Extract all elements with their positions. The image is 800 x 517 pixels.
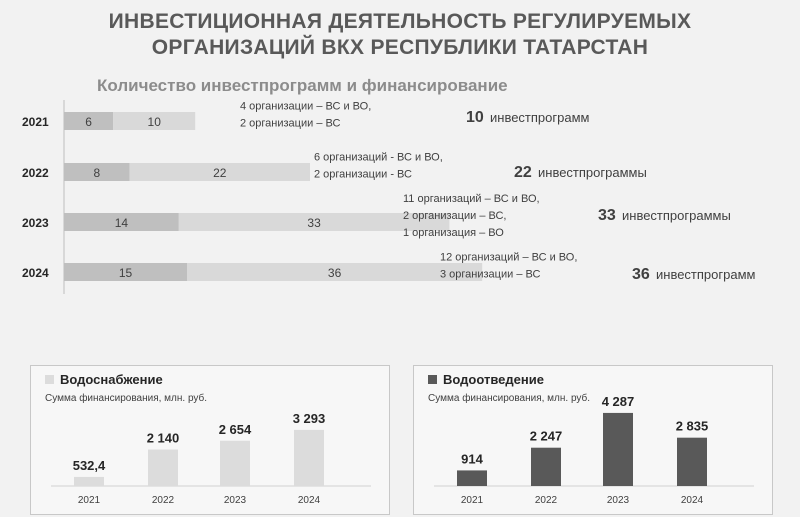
water-supply-bar-2022: [148, 449, 178, 486]
bar-value-2021-2: 10: [148, 115, 162, 129]
wastewater-value-2024: 2 835: [676, 419, 709, 434]
bar-segment-2022-2: [129, 163, 310, 181]
water-supply-xtick-2023: 2023: [224, 495, 247, 506]
water-supply-xtick-2021: 2021: [78, 495, 101, 506]
bar-segment-2022-1: [64, 163, 130, 181]
water-supply-bar-2021: [74, 476, 104, 486]
org-note-2023-1: 11 организаций – ВС и ВО,: [403, 193, 540, 205]
water-supply-bar-2024: [294, 429, 324, 486]
wastewater-bar-2021: [457, 470, 487, 486]
org-note-2024-2: 3 организации – ВС: [440, 269, 540, 281]
wastewater-xtick-2022: 2022: [535, 495, 558, 506]
program-total-2022: 22: [514, 164, 532, 181]
water-supply-chart: 532,4 2021 2 140 2022 2 654 2023 3 293 2024: [51, 411, 371, 506]
chart-subtitle: Количество инвестпрограмм и финансирован…: [97, 76, 508, 95]
org-note-2024-1: 12 организаций – ВС и ВО,: [440, 252, 577, 264]
bar-value-2022-2: 22: [213, 166, 227, 180]
bar-value-2024-1: 15: [119, 266, 133, 280]
bar-value-2024-2: 36: [328, 266, 342, 280]
wastewater-legend: Водоотведение: [428, 372, 544, 387]
wastewater-panel: Водоотведение Сумма финансирования, млн.…: [413, 365, 773, 515]
bar-value-2021-1: 6: [85, 115, 92, 129]
bar-value-2023-1: 14: [115, 216, 129, 230]
program-total-2023: 33: [598, 207, 616, 224]
wastewater-xtick-2023: 2023: [607, 495, 630, 506]
program-total-label-2023: инвестпрограммы: [622, 208, 731, 223]
water-supply-legend: Водоснабжение: [45, 372, 163, 387]
water-supply-value-2021: 532,4: [73, 458, 106, 473]
page-title: ИНВЕСТИЦИОННАЯ ДЕЯТЕЛЬНОСТЬ РЕГУЛИРУЕМЫХ: [108, 10, 692, 33]
org-note-2021-2: 2 организации – ВС: [240, 118, 340, 130]
wastewater-chart: 914 2021 2 247 2022 4 287 2023 2 835 2024: [434, 394, 754, 506]
wastewater-bar-2024: [677, 437, 707, 486]
water-supply-value-2023: 2 654: [219, 422, 252, 437]
bar-segment-2024-1: [64, 263, 187, 281]
wastewater-bar-2023: [603, 412, 633, 486]
water-supply-legend-swatch: [45, 375, 54, 385]
water-supply-xtick-2024: 2024: [298, 495, 321, 506]
wastewater-value-2021: 914: [461, 451, 483, 466]
bar-segment-2021-1: [64, 112, 114, 130]
org-note-2023-3: 1 организация – ВО: [403, 227, 504, 239]
wastewater-ylabel: Сумма финансирования, млн. руб.: [428, 393, 591, 404]
wastewater-bar-2022: [531, 447, 561, 486]
year-label-2021: 2021: [22, 115, 49, 129]
wastewater-title: Водоотведение: [443, 372, 544, 387]
program-total-label-2022: инвестпрограммы: [538, 165, 647, 180]
year-label-2022: 2022: [22, 166, 49, 180]
wastewater-value-2023: 4 287: [602, 394, 635, 409]
bar-segment-2021-2: [113, 112, 196, 130]
water-supply-value-2024: 3 293: [293, 411, 326, 426]
program-total-2024: 36: [632, 266, 650, 283]
org-note-2022-1: 6 организаций - ВС и ВО,: [314, 152, 443, 164]
program-total-label-2021: инвестпрограмм: [490, 110, 590, 125]
bar-value-2022-1: 8: [93, 166, 100, 180]
water-supply-bar-2023: [220, 440, 250, 486]
page-title-line2: ОРГАНИЗАЦИЙ ВКХ РЕСПУБЛИКИ ТАТАРСТАН: [151, 36, 649, 59]
bar-segment-2023-1: [64, 213, 179, 231]
program-total-2021: 10: [466, 109, 484, 126]
bar-segment-2023-2: [178, 213, 450, 231]
wastewater-legend-swatch: [428, 375, 437, 385]
org-note-2021-1: 4 организации – ВС и ВО,: [240, 101, 371, 113]
org-note-2022-2: 2 организации - ВС: [314, 169, 412, 181]
wastewater-xtick-2024: 2024: [681, 495, 704, 506]
year-label-2023: 2023: [22, 216, 49, 230]
water-supply-title: Водоснабжение: [60, 372, 163, 387]
bar-value-2023-2: 33: [307, 216, 321, 230]
bar-segment-2024-2: [187, 263, 483, 281]
water-supply-panel: Водоснабжение Сумма финансирования, млн.…: [30, 365, 390, 515]
wastewater-value-2022: 2 247: [530, 429, 563, 444]
water-supply-xtick-2022: 2022: [152, 495, 175, 506]
wastewater-xtick-2021: 2021: [461, 495, 484, 506]
year-label-2024: 2024: [22, 266, 49, 280]
program-total-label-2024: инвестпрограмм: [656, 267, 756, 282]
org-note-2023-2: 2 организации – ВС,: [403, 210, 506, 222]
water-supply-ylabel: Сумма финансирования, млн. руб.: [45, 393, 208, 404]
water-supply-value-2022: 2 140: [147, 431, 180, 446]
